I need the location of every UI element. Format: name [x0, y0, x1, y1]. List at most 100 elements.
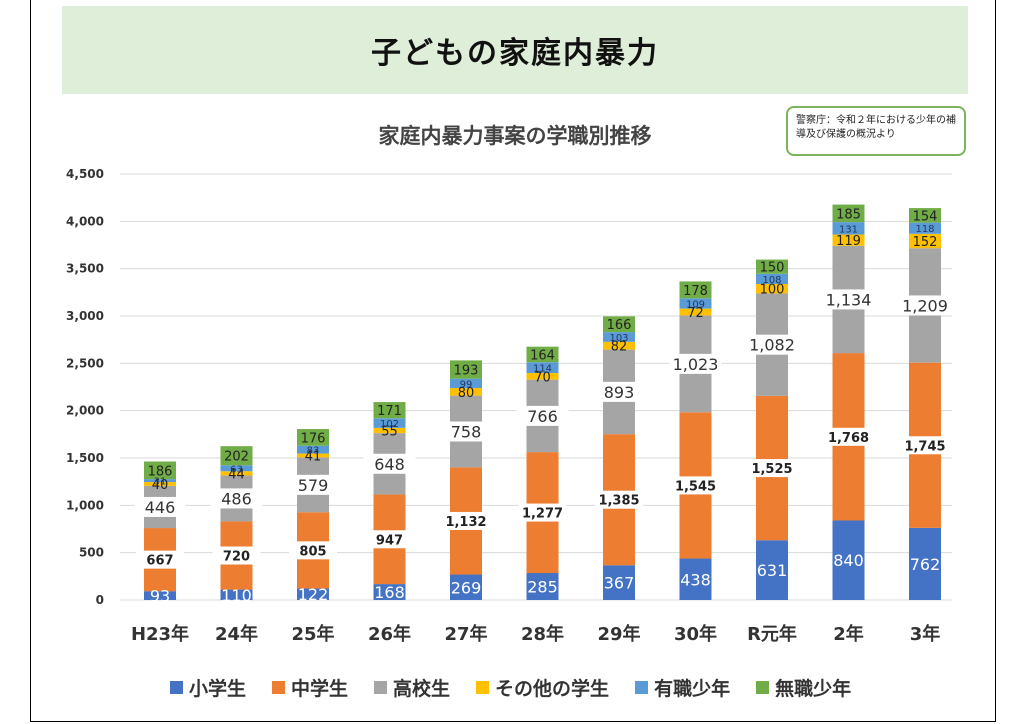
data-label-bg [212, 546, 261, 565]
data-label-bg [440, 421, 492, 442]
data-label: 667 [146, 554, 173, 569]
data-label: 110 [221, 586, 252, 605]
legend-swatch [272, 680, 286, 694]
bar-segment [297, 445, 329, 454]
data-label: 947 [376, 533, 403, 548]
bar-segment [603, 341, 635, 350]
data-label: 114 [533, 364, 552, 375]
x-tick-label: 28年 [521, 623, 564, 645]
data-label-bg [134, 496, 186, 517]
data-label: 1,023 [673, 355, 719, 374]
y-tick-label: 3,000 [66, 309, 104, 323]
data-label: 93 [150, 587, 170, 606]
data-label-bg [516, 405, 569, 426]
bar-segment [450, 574, 482, 600]
data-label: 648 [374, 455, 405, 474]
bar-segment [603, 565, 635, 600]
data-label: 193 [454, 364, 479, 379]
data-label: 202 [224, 450, 249, 465]
legend-label: その他の学生 [495, 677, 610, 700]
legend-item: 中学生 [272, 674, 348, 701]
y-tick-label: 3,500 [66, 262, 104, 276]
data-label: 720 [223, 550, 250, 565]
data-label: 164 [530, 348, 555, 363]
data-label: 119 [836, 234, 861, 249]
data-label: 102 [380, 419, 399, 430]
legend-item: その他の学生 [476, 674, 609, 701]
legend: 小学生 中学生 高校生 その他の学生 有職少年 無職少年 [170, 672, 930, 702]
data-label: 840 [833, 551, 864, 570]
data-label: 83 [307, 446, 320, 457]
bar-segment [679, 281, 712, 299]
x-tick-label: H23年 [131, 623, 189, 645]
data-label: 152 [913, 235, 938, 250]
bar-segment [909, 208, 941, 223]
bar-segment [756, 259, 788, 274]
data-label: 367 [604, 574, 635, 593]
data-label: 178 [683, 284, 708, 299]
data-label-bg [595, 490, 643, 509]
bar-segment [756, 284, 788, 294]
bar-segment [373, 402, 406, 419]
title-banner: 子どもの家庭内暴力 [62, 6, 968, 94]
bar-segment [297, 453, 329, 458]
data-label: 103 [609, 333, 628, 344]
data-label: 1,082 [749, 336, 795, 355]
y-tick-label: 1,500 [66, 451, 104, 465]
bar-segment [526, 372, 559, 380]
data-label-bg [901, 436, 949, 455]
data-label: 171 [377, 404, 402, 419]
bar-segment [679, 308, 712, 316]
data-label: 1,277 [522, 507, 563, 522]
data-label: 31 [154, 477, 167, 488]
source-note: 警察庁：令和２年における少年の補導及び保護の概況より [796, 115, 956, 140]
data-label: 80 [458, 386, 475, 401]
data-label-bg [365, 530, 414, 549]
legend-label: 小学生 [189, 677, 247, 700]
data-label-bg [518, 503, 567, 522]
x-axis: H23年 24年 25年 26年 27年 28年 29年 30年 R元年 2年 3年 [131, 623, 940, 645]
bar-segment [144, 461, 176, 480]
data-label: 1,745 [904, 439, 945, 454]
data-label: 1,209 [902, 296, 948, 315]
bar-segment [450, 378, 482, 389]
data-label: 40 [152, 478, 169, 493]
data-label: 41 [305, 449, 322, 464]
legend-swatch [756, 680, 770, 694]
data-label: 166 [607, 318, 632, 333]
bar-segment [526, 573, 559, 600]
bar-segment [144, 482, 176, 486]
data-label: 446 [145, 498, 176, 517]
x-tick-label: 25年 [291, 623, 334, 645]
data-label: 109 [686, 299, 705, 310]
data-label: 118 [915, 224, 934, 235]
chart-title: 家庭内暴力事案の学職別推移 [378, 124, 652, 148]
legend-swatch [476, 680, 490, 694]
data-label: 486 [221, 489, 252, 508]
bar-segment [832, 234, 865, 246]
bar-segment [679, 298, 712, 309]
data-label: 186 [148, 464, 173, 479]
legend-item: 有職少年 [635, 674, 730, 701]
x-tick-label: 29年 [597, 623, 640, 645]
legend-item: 無職少年 [756, 674, 851, 701]
legend-item: 高校生 [374, 674, 450, 701]
data-label-bg [289, 541, 337, 560]
data-label: 893 [604, 383, 635, 402]
data-label: 1,525 [751, 462, 792, 477]
data-label: 1,134 [826, 290, 872, 309]
data-label-bg [824, 427, 873, 446]
y-tick-label: 4,500 [66, 167, 104, 181]
data-label: 805 [299, 544, 326, 559]
data-label: 99 [460, 379, 473, 390]
x-tick-label: 24年 [215, 623, 258, 645]
y-axis: 0 500 1,000 1,500 2,000 2,500 3,000 3,500 4,000 4… [66, 167, 104, 607]
data-label: 70 [534, 370, 551, 385]
x-tick-label: 2年 [833, 623, 864, 645]
data-label: 72 [687, 306, 704, 321]
x-tick-label: R元年 [747, 623, 797, 645]
bar-segment [220, 471, 253, 476]
data-label-bg [822, 289, 875, 310]
